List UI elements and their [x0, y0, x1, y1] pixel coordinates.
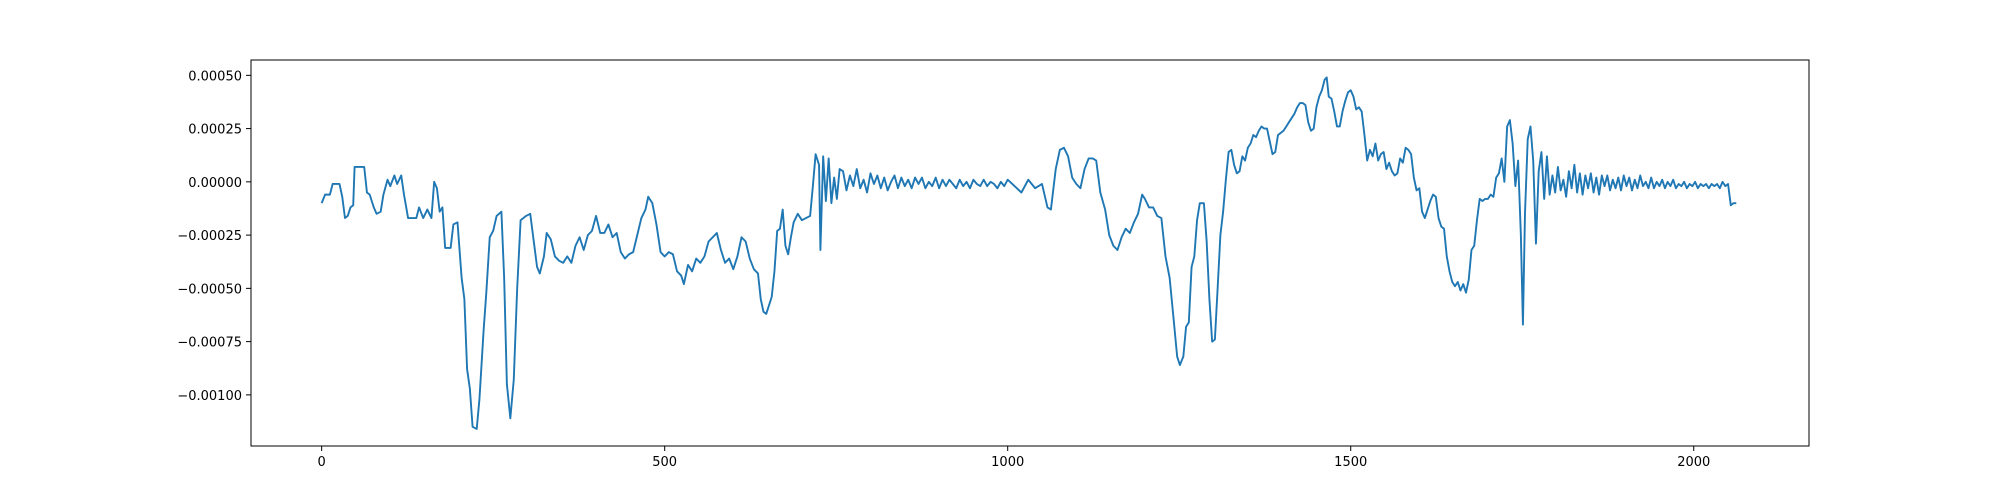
plot-frame: [250, 59, 1810, 447]
x-tick-label: 1500: [1334, 455, 1367, 470]
y-tick-label: −0.00025: [177, 229, 242, 244]
y-tick-label: 0.00025: [188, 123, 242, 138]
x-tick-label: 2000: [1677, 455, 1710, 470]
y-tick-label: −0.00050: [177, 282, 242, 297]
y-tick-label: 0.00000: [188, 176, 242, 191]
x-tick-label: 0: [318, 455, 326, 470]
data-line: [320, 76, 1737, 430]
x-tick-label: 500: [652, 455, 677, 470]
y-tick-label: −0.00075: [177, 336, 242, 351]
y-tick-label: −0.00100: [177, 389, 242, 404]
y-tick-label: 0.00050: [188, 69, 242, 84]
x-tick-label: 1000: [991, 455, 1024, 470]
